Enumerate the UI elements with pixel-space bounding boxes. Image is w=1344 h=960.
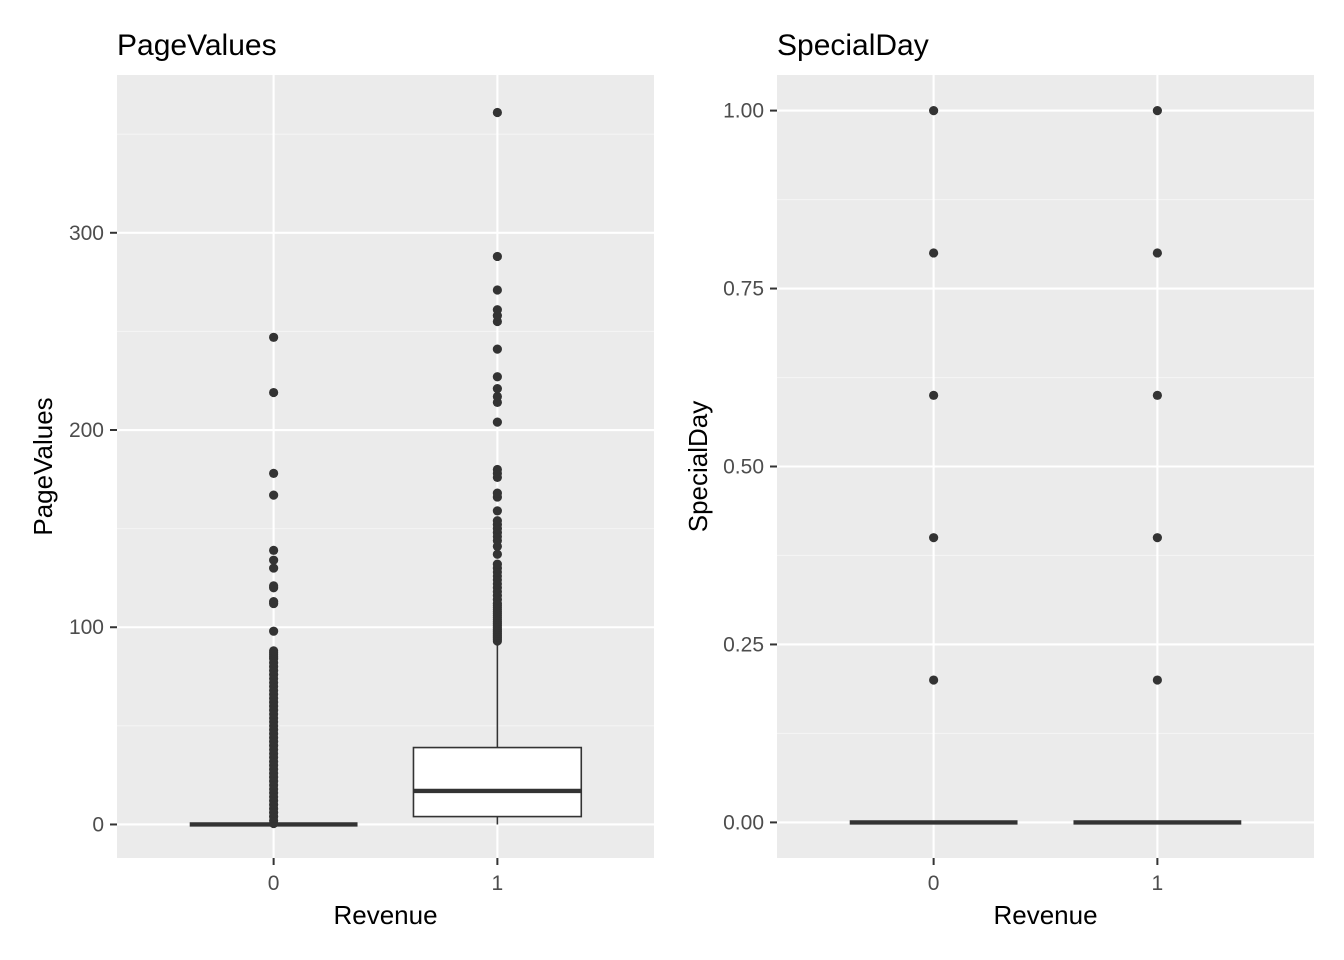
outlier-point [492, 549, 502, 559]
outlier-point [269, 490, 279, 500]
outlier-point [492, 344, 502, 354]
outlier-point [1152, 105, 1162, 116]
y-tick-label: 200 [69, 419, 104, 442]
outlier-point [492, 391, 502, 402]
outlier-point [492, 285, 502, 295]
specialday-chart: 0.00 0.25 0.50 0.75 1.00 0 1 SpecialDay Revenue S… [683, 29, 1314, 930]
y-tick-label: 1.00 [723, 100, 764, 123]
x-tick-label: 0 [928, 872, 940, 895]
y-tick-label: 0.25 [723, 633, 764, 656]
outlier-point [929, 248, 939, 258]
y-tick-label: 0.75 [723, 278, 764, 301]
outlier-point [269, 597, 279, 607]
outlier-point [1152, 675, 1162, 685]
outlier-point [492, 559, 502, 569]
outlier-point [269, 581, 279, 591]
outlier-point [929, 390, 939, 400]
outlier-point [269, 545, 279, 555]
outlier-point [269, 555, 279, 565]
y-tick-label: 0.00 [723, 811, 764, 834]
outlier-point [269, 332, 279, 342]
x-axis-title: Revenue [333, 900, 437, 930]
x-tick-label: 1 [1152, 872, 1164, 895]
outlier-point [929, 105, 939, 116]
chart-title: SpecialDay [777, 29, 929, 62]
outlier-point [492, 107, 502, 118]
x-tick-label: 1 [492, 872, 504, 895]
x-axis-title: Revenue [993, 900, 1097, 930]
outlier-point [1152, 533, 1162, 543]
outlier-point [269, 468, 279, 479]
outlier-point [929, 533, 939, 543]
outlier-point [492, 383, 502, 394]
outlier-point [492, 372, 502, 382]
outlier-point [269, 387, 279, 398]
outlier-point [492, 417, 502, 427]
outlier-point [492, 251, 502, 262]
outlier-point [1152, 248, 1162, 258]
y-tick-label: 0 [92, 813, 104, 836]
pagevalues-chart: 0 100 200 300 0 1 PageValues Revenue PageValues [28, 29, 654, 930]
outlier-point [492, 506, 502, 516]
y-axis-title: PageValues [28, 397, 58, 535]
box-1 [1073, 105, 1242, 825]
box-0 [849, 105, 1018, 825]
outlier-point [492, 305, 502, 315]
outlier-point [1152, 390, 1162, 400]
y-tick-label: 100 [69, 616, 104, 639]
box-iqr [412, 746, 583, 818]
box-0 [189, 332, 358, 829]
x-tick-label: 0 [268, 872, 280, 895]
outlier-point [492, 464, 502, 475]
box-1 [412, 107, 583, 825]
outlier-point [929, 675, 939, 685]
outlier-point [492, 516, 502, 526]
y-tick-label: 300 [69, 222, 104, 245]
y-tick-label: 0.50 [723, 456, 764, 479]
outlier-point [269, 563, 279, 573]
outlier-point [269, 646, 279, 656]
outlier-point [492, 488, 502, 498]
panel-background [117, 75, 654, 858]
outlier-point [269, 626, 279, 636]
chart-title: PageValues [117, 29, 277, 62]
y-axis-title: SpecialDay [683, 401, 713, 533]
